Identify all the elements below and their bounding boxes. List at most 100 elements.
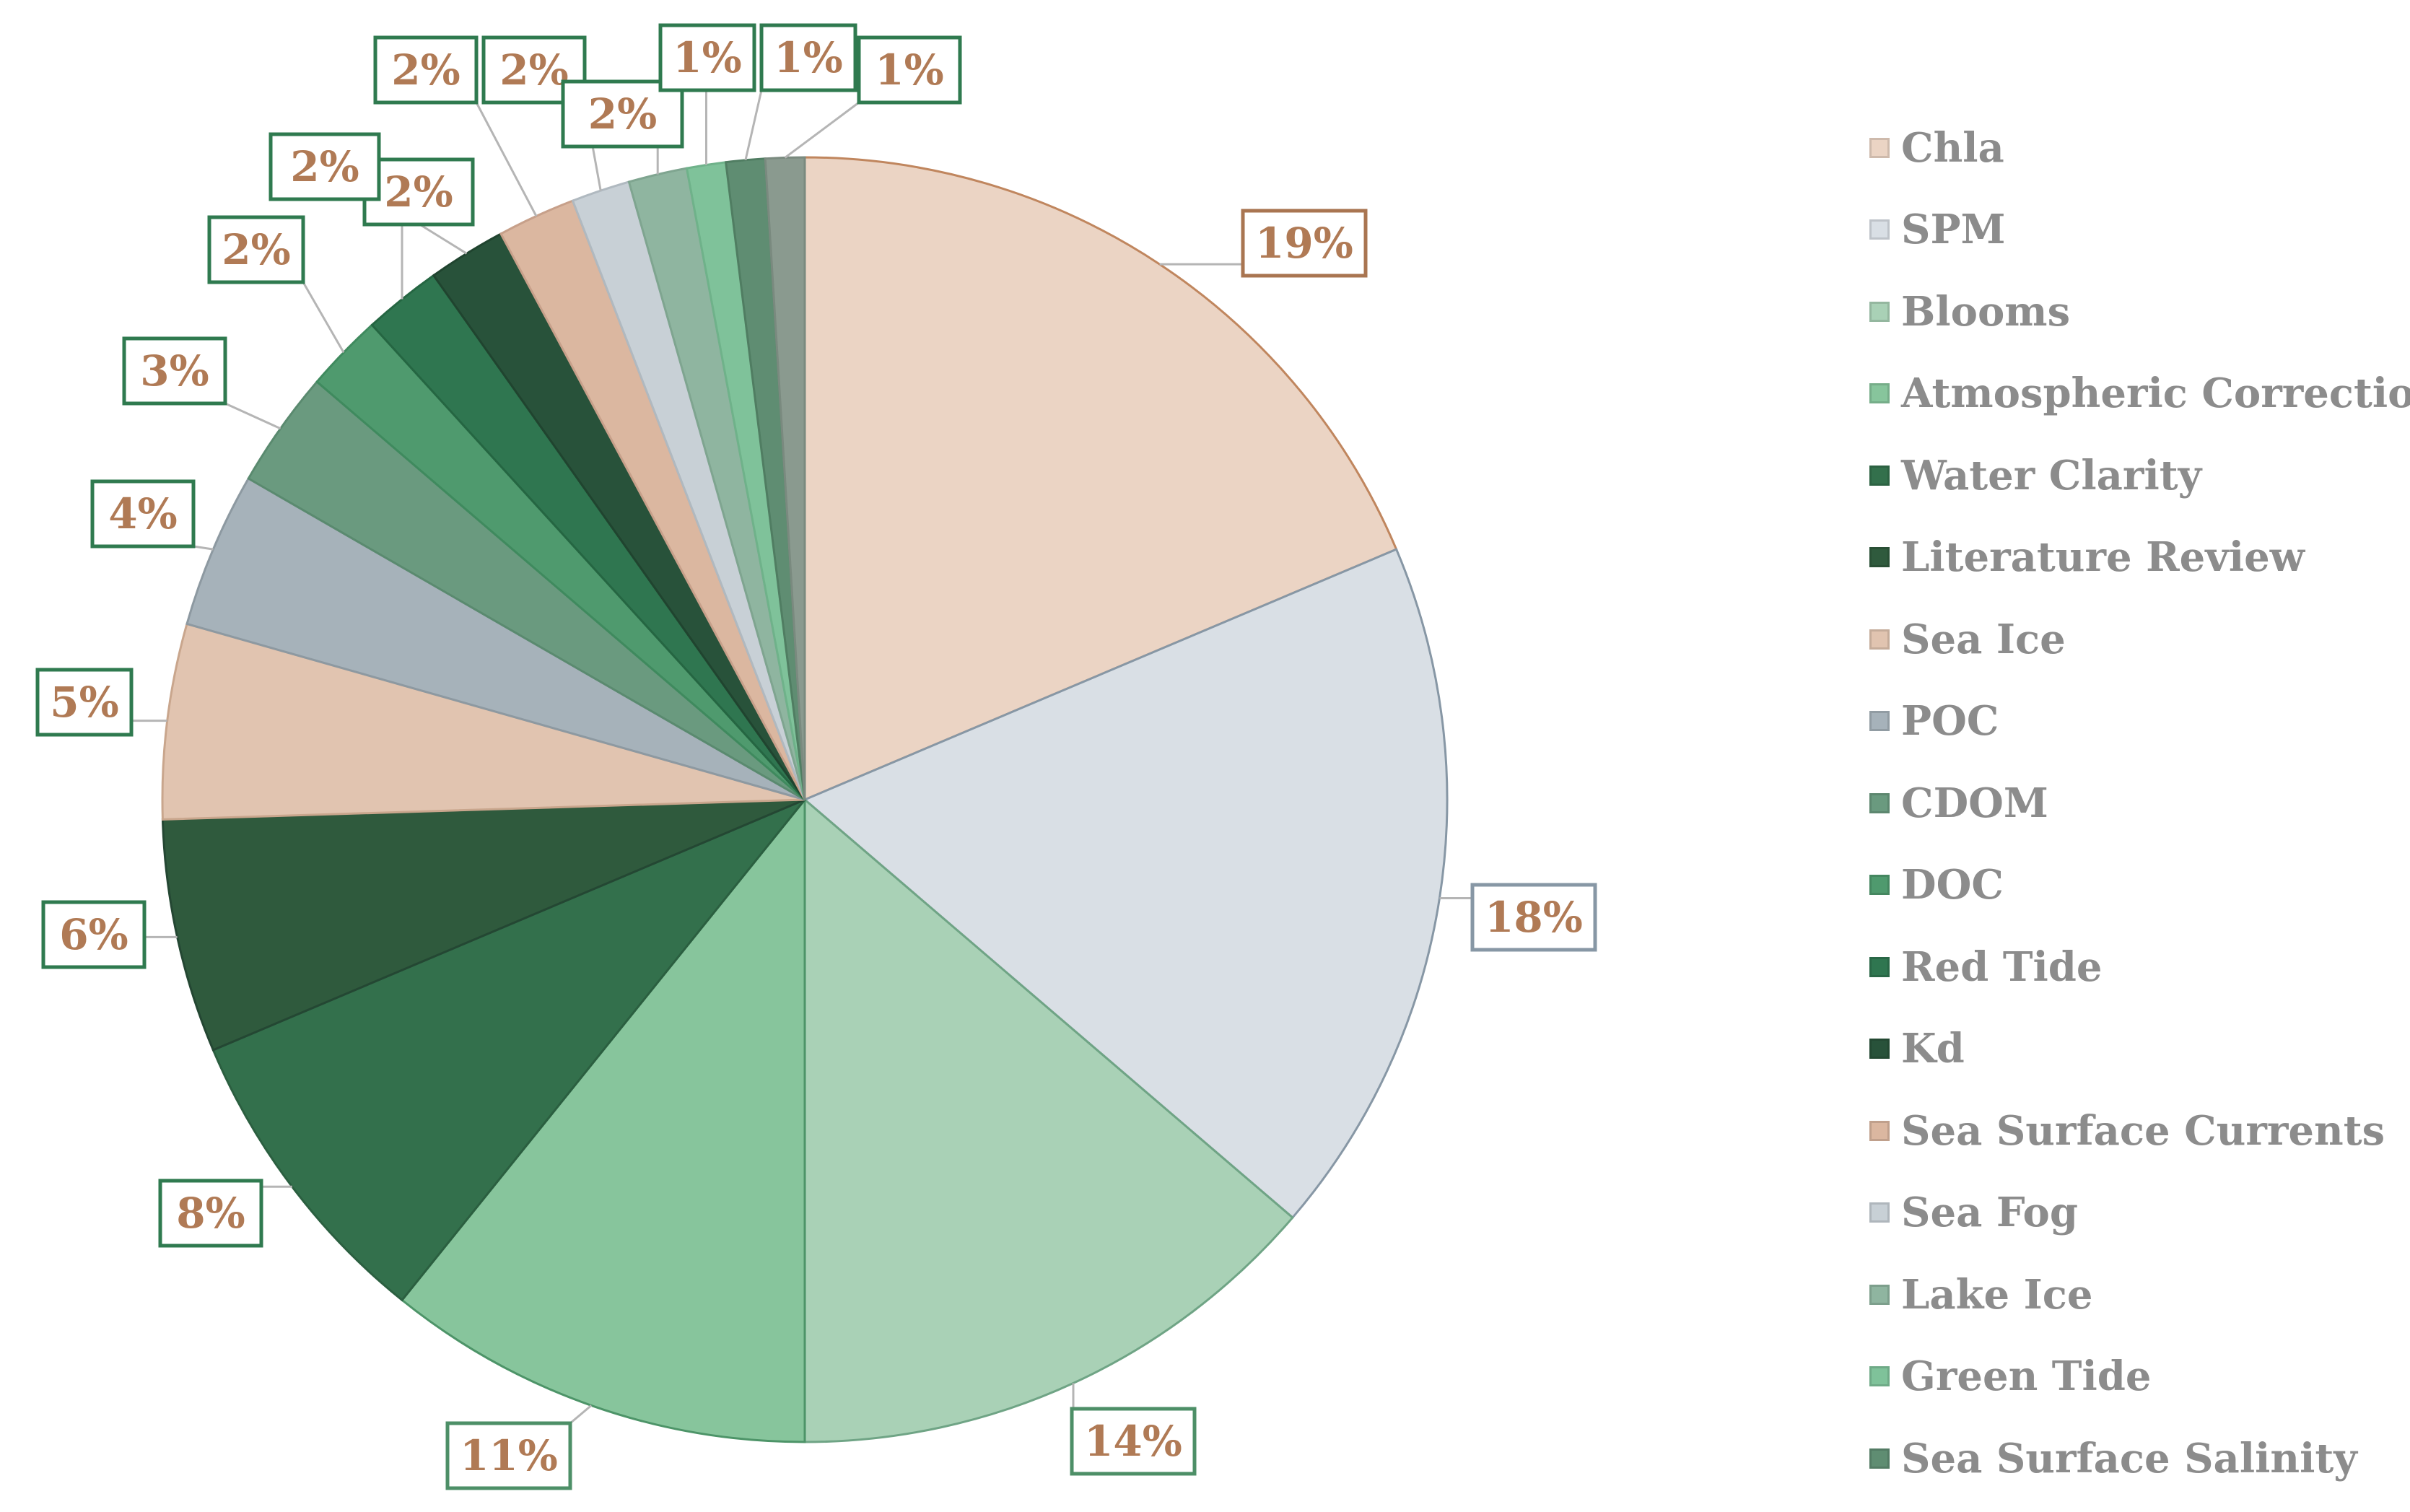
legend-label: DOC bbox=[1901, 861, 2004, 909]
leader-line bbox=[193, 545, 214, 551]
legend-label: Kd bbox=[1901, 1025, 1965, 1073]
data-labels: 19%18%14%11%8%6%5%4%3%2%2%2%2% 2%2%1% 1% 1% bbox=[35, 23, 1597, 1490]
legend-label: Blooms bbox=[1901, 287, 2071, 336]
data-label: 2% bbox=[588, 89, 657, 139]
legend-swatch bbox=[1869, 1448, 1890, 1469]
data-label-box bbox=[158, 1179, 263, 1248]
data-label: 3% bbox=[140, 346, 209, 396]
leader-line bbox=[744, 89, 763, 161]
legend-label: Literature Review bbox=[1901, 533, 2305, 582]
leader-line bbox=[475, 102, 538, 217]
legend-label: Water Clarity bbox=[1901, 451, 2202, 499]
legend-label: Sea Surface Salinity bbox=[1901, 1434, 2357, 1482]
legend-item: POC bbox=[1869, 681, 2410, 763]
legend-swatch bbox=[1869, 875, 1890, 896]
data-label-box bbox=[362, 157, 475, 227]
legend-swatch bbox=[1869, 137, 1890, 158]
legend-item: Water Clarity bbox=[1869, 434, 2410, 517]
legend-item: Chla bbox=[1869, 107, 2410, 189]
legend-item: Sea Surface Currents bbox=[1869, 1090, 2410, 1172]
legend: Chla SPM Blooms Atmospheric Correction Water… bbox=[1869, 107, 2410, 1500]
data-label-box bbox=[122, 336, 227, 406]
legend-swatch bbox=[1869, 629, 1890, 650]
data-label: 1% bbox=[673, 33, 741, 82]
legend-label: Red Tide bbox=[1901, 943, 2103, 991]
pie-slices bbox=[161, 156, 1449, 1443]
data-label: 11% bbox=[460, 1431, 558, 1480]
legend-item: DOC bbox=[1869, 844, 2410, 927]
legend-swatch bbox=[1869, 1039, 1890, 1059]
legend-label: POC bbox=[1901, 697, 1999, 746]
legend-item: Kd bbox=[1869, 1008, 2410, 1091]
legend-swatch bbox=[1869, 1366, 1890, 1387]
legend-item: Sea Ice bbox=[1869, 598, 2410, 681]
legend-label: Sea Ice bbox=[1901, 615, 2066, 663]
data-label-box bbox=[207, 215, 305, 284]
data-label: 2% bbox=[499, 45, 568, 95]
legend-swatch bbox=[1869, 792, 1890, 813]
leader-line bbox=[784, 101, 860, 159]
data-label-box bbox=[1470, 883, 1597, 952]
legend-item: Green Tide bbox=[1869, 1336, 2410, 1418]
legend-item: Blooms bbox=[1869, 271, 2410, 353]
data-label: 2% bbox=[391, 45, 460, 95]
pie-slice-poc bbox=[185, 476, 805, 801]
data-label-box bbox=[658, 23, 756, 92]
data-label-box bbox=[35, 668, 134, 737]
legend-swatch bbox=[1869, 465, 1890, 486]
legend-swatch bbox=[1869, 219, 1890, 240]
data-label: 1% bbox=[774, 33, 842, 82]
pie-slice-blooms bbox=[803, 797, 1294, 1443]
legend-item: Lake Ice bbox=[1869, 1254, 2410, 1336]
legend-item: Sea Fog bbox=[1869, 1172, 2410, 1254]
pie-slice-literature-review bbox=[161, 798, 805, 1052]
data-label: 5% bbox=[50, 678, 118, 727]
legend-swatch bbox=[1869, 956, 1890, 977]
data-label: 6% bbox=[59, 910, 128, 959]
data-label: 19% bbox=[1255, 219, 1353, 268]
data-label-box bbox=[857, 35, 962, 105]
legend-item: Red Tide bbox=[1869, 926, 2410, 1008]
data-label: 4% bbox=[108, 489, 177, 538]
data-label: 2% bbox=[290, 142, 359, 191]
legend-swatch bbox=[1869, 711, 1890, 732]
legend-label: Lake Ice bbox=[1901, 1270, 2093, 1319]
legend-swatch bbox=[1869, 383, 1890, 404]
data-label: 14% bbox=[1084, 1417, 1182, 1466]
legend-label: Sea Surface Currents bbox=[1901, 1106, 2385, 1155]
leader-line bbox=[302, 281, 345, 354]
data-label-box bbox=[445, 1421, 572, 1490]
legend-label: SPM bbox=[1901, 206, 2006, 254]
legend-item: Atmospheric Correction bbox=[1869, 353, 2410, 435]
pie-slice-sea-ice bbox=[161, 622, 805, 821]
pie-slice-other bbox=[764, 156, 806, 800]
data-label: 18% bbox=[1485, 893, 1583, 942]
data-label: 2% bbox=[222, 225, 290, 274]
data-label: 2% bbox=[384, 167, 453, 217]
data-label-box bbox=[1241, 209, 1368, 278]
data-label: 8% bbox=[176, 1189, 245, 1238]
legend-item: Literature Review bbox=[1869, 517, 2410, 599]
leader-line bbox=[569, 1404, 593, 1425]
data-label-box bbox=[90, 479, 196, 549]
legend-swatch bbox=[1869, 547, 1890, 568]
legend-swatch bbox=[1869, 1202, 1890, 1223]
legend-swatch bbox=[1869, 1120, 1890, 1141]
leader-line bbox=[224, 402, 281, 430]
legend-label: Atmospheric Correction bbox=[1901, 370, 2410, 418]
data-label-box bbox=[268, 132, 381, 201]
legend-label: Green Tide bbox=[1901, 1353, 2152, 1401]
data-label-box bbox=[373, 35, 479, 105]
legend-item: Sea Surface Salinity bbox=[1869, 1417, 2410, 1500]
data-label-box bbox=[1070, 1407, 1197, 1476]
pie-slice-spm bbox=[803, 548, 1449, 1220]
data-label-box bbox=[41, 900, 147, 969]
legend-label: Chla bbox=[1901, 123, 2004, 172]
pie-slice-atmospheric-correction bbox=[400, 796, 806, 1443]
legend-item: SPM bbox=[1869, 189, 2410, 271]
data-label-box bbox=[759, 23, 857, 92]
legend-item: CDOM bbox=[1869, 762, 2410, 844]
legend-label: CDOM bbox=[1901, 779, 2048, 827]
legend-swatch bbox=[1869, 1284, 1890, 1305]
